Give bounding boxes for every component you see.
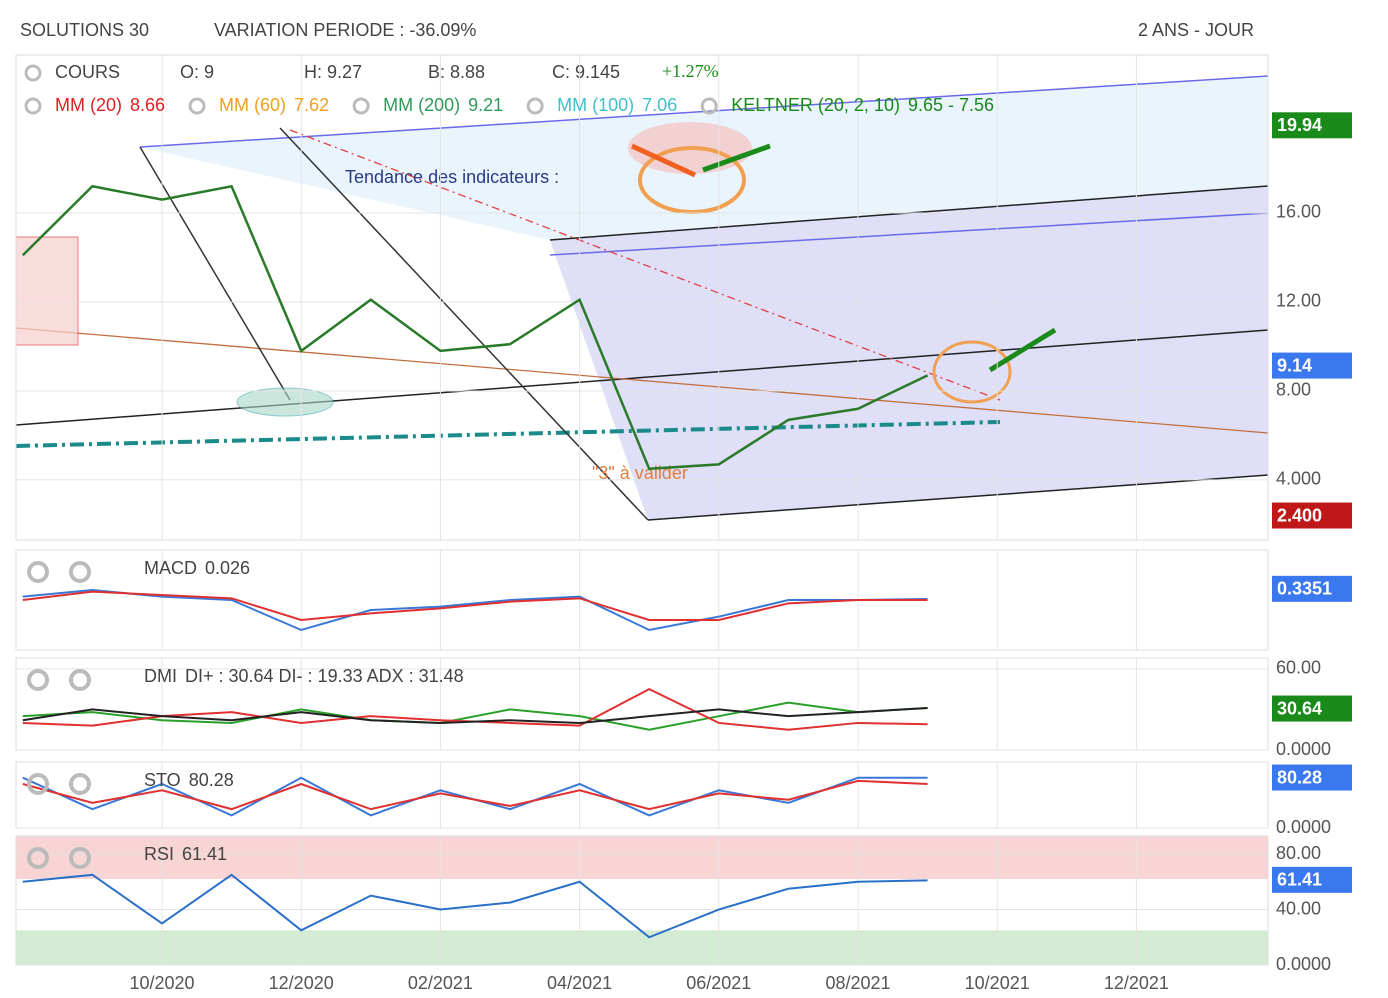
gear-icon[interactable] [526, 97, 544, 115]
panel-frame [15, 549, 1269, 651]
x-tick-label: 08/2021 [825, 973, 890, 993]
gear-icon[interactable] [69, 847, 91, 869]
x-tick-label: 10/2020 [129, 973, 194, 993]
price-badge [1272, 352, 1352, 379]
decoration [15, 75, 1269, 521]
indicator-name: STO [144, 770, 181, 790]
indicator-label: MM (100) [557, 95, 634, 115]
change: +1.27% [662, 61, 719, 81]
price-badge-label: 80.28 [1277, 767, 1322, 787]
series-line [22, 687, 928, 731]
quote: B: 8.88 [428, 62, 485, 82]
price-badge [1272, 764, 1352, 791]
overbought-zone [16, 836, 1268, 879]
title: SOLUTIONS 30 [20, 20, 149, 40]
indicator-value: 0.026 [205, 558, 250, 578]
indicator-value: 61.41 [182, 844, 227, 864]
y-tick-label: 12.00 [1276, 291, 1321, 311]
x-tick-label: 04/2021 [547, 973, 612, 993]
indicator-label: MM (200) [383, 95, 460, 115]
indicator-value: 7.06 [642, 95, 677, 115]
y-tick-label: 40.00 [1276, 898, 1321, 918]
period: 2 ANS - JOUR [1138, 20, 1254, 40]
y-tick-label: 4.000 [1276, 469, 1321, 489]
gear-icon[interactable] [27, 773, 49, 795]
x-tick-label: 10/2021 [965, 973, 1030, 993]
quote: H: 9.27 [304, 62, 362, 82]
price-badge [1272, 866, 1352, 893]
series-line [22, 588, 928, 632]
series-line [22, 707, 928, 724]
gear-icon[interactable] [27, 847, 49, 869]
indicator-value: 9.65 - 7.56 [908, 95, 994, 115]
price-badge-label: 9.14 [1277, 355, 1312, 375]
quote: O: 9 [180, 62, 214, 82]
gear-icon[interactable] [27, 669, 49, 691]
y-tick-label: 8.00 [1276, 380, 1311, 400]
y-tick-label: 16.00 [1276, 202, 1321, 222]
x-tick-label: 06/2021 [686, 973, 751, 993]
indicator-value: 9.21 [468, 95, 503, 115]
indicator-label: KELTNER (20, 2, 10) [731, 95, 900, 115]
indicator-value: 80.28 [189, 770, 234, 790]
gear-icon[interactable] [69, 561, 91, 583]
y-tick-label: 0.0000 [1276, 817, 1331, 837]
price-badge-label: 2.400 [1277, 505, 1322, 525]
indicator-name: DMI [144, 666, 177, 686]
gear-icon[interactable] [24, 97, 42, 115]
series-line [22, 779, 928, 811]
variation: VARIATION PERIODE : -36.09% [214, 20, 476, 40]
y-tick-label: 80.00 [1276, 843, 1321, 863]
x-tick-label: 12/2020 [269, 973, 334, 993]
series-line [21, 184, 929, 471]
price-badge [1272, 695, 1352, 722]
price-badge [1272, 575, 1352, 602]
gear-icon[interactable] [700, 97, 718, 115]
indicator-name: RSI [144, 844, 174, 864]
price-badge-label: 30.64 [1277, 698, 1322, 718]
price-badge-label: 19.94 [1277, 115, 1322, 135]
indicator-label: MM (20) [55, 95, 122, 115]
series-line [22, 590, 928, 622]
series-label: COURS [55, 62, 120, 82]
oversold-zone [16, 930, 1268, 965]
annotation: Tendance des indicateurs : [345, 167, 559, 187]
indicator-value: 8.66 [130, 95, 165, 115]
series-line [22, 873, 928, 939]
series-line [22, 701, 928, 731]
x-tick-label: 12/2021 [1104, 973, 1169, 993]
price-badge [1272, 112, 1352, 139]
price-badge [1272, 502, 1352, 529]
y-tick-label: 60.00 [1276, 658, 1321, 678]
gear-icon[interactable] [352, 97, 370, 115]
y-tick-label: 0.0000 [1276, 739, 1331, 759]
gear-icon[interactable] [69, 669, 91, 691]
gear-icon[interactable] [188, 97, 206, 115]
indicator-label: MM (60) [219, 95, 286, 115]
quote: C: 9.145 [552, 62, 620, 82]
panel-frame [15, 54, 1269, 541]
price-badge-label: 61.41 [1277, 870, 1322, 890]
gear-icon[interactable] [27, 561, 49, 583]
indicator-value: 7.62 [294, 95, 329, 115]
y-tick-label: 0.0000 [1276, 954, 1331, 974]
price-badge-label: 0.3351 [1277, 579, 1332, 599]
gear-icon[interactable] [69, 773, 91, 795]
gear-icon[interactable] [24, 64, 42, 82]
x-tick-label: 02/2021 [408, 973, 473, 993]
indicator-name: MACD [144, 558, 197, 578]
indicator-value: DI+ : 30.64 DI- : 19.33 ADX : 31.48 [185, 666, 464, 686]
